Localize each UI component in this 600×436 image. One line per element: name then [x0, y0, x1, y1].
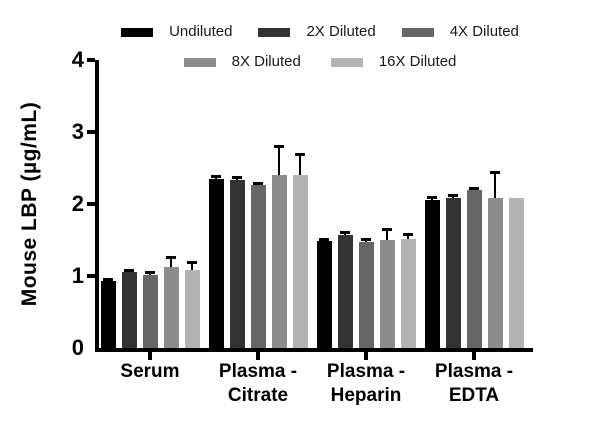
bar-plasma-citrate-8x-diluted: [271, 175, 287, 348]
bar-plasma-edta-2x-diluted: [445, 198, 461, 348]
y-tick: [87, 58, 95, 62]
y-tick-label: 0: [71, 335, 84, 360]
legend-label: 4X Diluted: [449, 23, 519, 40]
x-category-label-line: Plasma -: [326, 361, 406, 382]
bar-serum-8x-diluted: [163, 266, 179, 348]
bar-plasma-edta-4x-diluted: [466, 190, 482, 348]
bar-plasma-heparin-undiluted: [316, 241, 332, 348]
bar-plasma-citrate-16x-diluted: [292, 175, 308, 348]
legend-swatch-8x-diluted: [183, 57, 216, 67]
error-bar-line: [493, 171, 497, 198]
x-tick: [364, 351, 368, 360]
legend-label: Undiluted: [169, 23, 233, 40]
bar-plasma-citrate-4x-diluted: [250, 185, 266, 348]
y-axis-label: Mouse LBP (µg/mL): [18, 101, 41, 307]
x-tick: [256, 351, 260, 360]
bar-plasma-citrate-undiluted: [208, 178, 224, 348]
error-bar-cap: [124, 268, 134, 272]
bar-serum-4x-diluted: [142, 274, 158, 348]
x-category-label-serum: Serum: [90, 360, 210, 384]
error-bar-cap: [361, 238, 371, 242]
error-bar-cap: [340, 231, 350, 235]
error-bar-cap: [232, 175, 242, 179]
x-category-label-line: Citrate: [227, 385, 289, 406]
bar-plasma-edta-undiluted: [424, 199, 440, 348]
y-tick-label: 4: [71, 47, 84, 72]
bar-plasma-citrate-2x-diluted: [229, 179, 245, 348]
error-bar-cap: [490, 170, 500, 174]
x-category-label-line: Heparin: [330, 385, 402, 406]
legend-row-1: Undiluted 2X Diluted 4X Diluted: [20, 24, 600, 40]
legend-swatch-undiluted: [121, 27, 154, 37]
x-category-label-plasma-edta: Plasma - EDTA: [414, 360, 534, 408]
legend-label: 8X Diluted: [231, 53, 301, 70]
error-bar-cap: [211, 174, 221, 178]
legend-label: 16X Diluted: [378, 53, 457, 70]
legend-swatch-4x-diluted: [401, 27, 434, 37]
x-category-label-plasma-heparin: Plasma - Heparin: [306, 360, 426, 408]
y-tick-label: 1: [71, 263, 84, 288]
y-axis: [95, 60, 99, 352]
legend-swatch-2x-diluted: [258, 27, 291, 37]
x-category-label-plasma-citrate: Plasma - Citrate: [198, 360, 318, 408]
error-bar-line: [277, 146, 281, 176]
legend-item-8x-diluted: 8X Diluted: [183, 53, 301, 70]
error-bar-cap: [253, 182, 263, 186]
error-bar-cap: [319, 238, 329, 242]
bar-plasma-heparin-16x-diluted: [400, 238, 416, 348]
error-bar-cap: [448, 194, 458, 198]
error-bar-cap: [427, 195, 437, 199]
error-bar-cap: [166, 256, 176, 260]
bar-serum-undiluted: [100, 281, 116, 348]
x-category-label-line: Plasma -: [434, 361, 514, 382]
x-axis: [95, 348, 533, 352]
error-bar-cap: [145, 270, 155, 274]
y-tick: [87, 130, 95, 134]
legend-label: 2X Diluted: [306, 23, 376, 40]
y-tick-label: 2: [71, 191, 84, 216]
error-bar-cap: [274, 145, 284, 149]
bar-plasma-heparin-4x-diluted: [358, 242, 374, 348]
bar-plasma-heparin-8x-diluted: [379, 240, 395, 348]
error-bar-line: [169, 257, 173, 267]
legend-swatch-16x-diluted: [330, 57, 363, 67]
error-bar-line: [385, 229, 389, 240]
bar-plasma-edta-8x-diluted: [487, 197, 503, 348]
error-bar-cap: [295, 152, 305, 156]
x-tick: [472, 351, 476, 360]
y-tick-label: 3: [71, 119, 84, 144]
x-category-label-line: Serum: [120, 361, 180, 382]
bar-plasma-edta-16x-diluted: [508, 198, 524, 348]
bar-serum-16x-diluted: [184, 270, 200, 348]
error-bar-cap: [403, 232, 413, 236]
error-bar-line: [406, 233, 410, 239]
error-bar-cap: [382, 228, 392, 232]
error-bar-cap: [469, 187, 479, 191]
error-bar-line: [298, 153, 302, 176]
error-bar-cap: [187, 261, 197, 265]
y-tick: [87, 274, 95, 278]
bar-serum-2x-diluted: [121, 272, 137, 348]
bar-plasma-heparin-2x-diluted: [337, 234, 353, 348]
legend-item-16x-diluted: 16X Diluted: [330, 53, 457, 70]
legend-item-4x-diluted: 4X Diluted: [401, 23, 519, 40]
error-bar-line: [190, 262, 194, 271]
x-category-label-line: Plasma -: [218, 361, 298, 382]
x-category-label-line: EDTA: [448, 385, 500, 406]
legend-item-undiluted: Undiluted: [121, 24, 232, 40]
error-bar-cap: [103, 277, 113, 281]
legend-row-2: 8X Diluted 16X Diluted: [20, 54, 600, 70]
legend-item-2x-diluted: 2X Diluted: [258, 23, 376, 40]
y-tick: [87, 202, 95, 206]
x-tick: [148, 351, 152, 360]
